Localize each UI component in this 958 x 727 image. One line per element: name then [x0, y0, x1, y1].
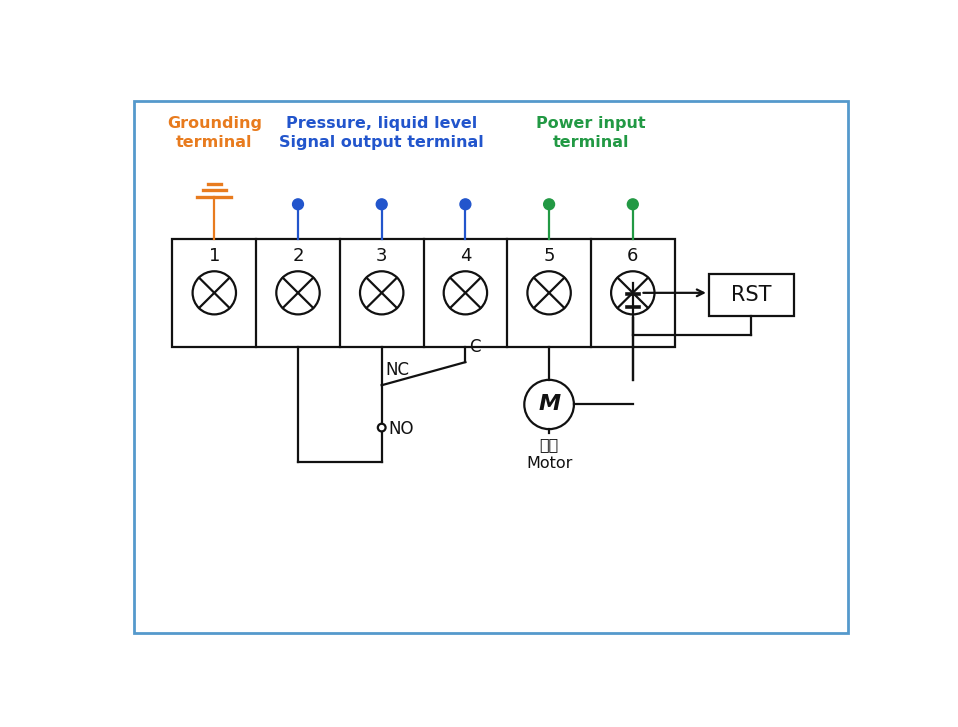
Text: NO: NO: [388, 420, 414, 438]
Text: 1: 1: [209, 246, 220, 265]
Text: Power input: Power input: [536, 116, 646, 131]
Text: M: M: [538, 395, 560, 414]
Circle shape: [376, 199, 387, 209]
Bar: [172, 239, 674, 347]
Text: 5: 5: [543, 246, 555, 265]
Circle shape: [377, 424, 385, 431]
Circle shape: [627, 199, 638, 209]
Text: 电机: 电机: [539, 437, 559, 451]
Text: Grounding: Grounding: [167, 116, 262, 131]
Circle shape: [611, 271, 654, 314]
Text: 4: 4: [460, 246, 471, 265]
Circle shape: [524, 379, 574, 429]
Text: Motor: Motor: [526, 456, 572, 471]
Text: Signal output terminal: Signal output terminal: [280, 135, 484, 150]
Text: NC: NC: [385, 361, 410, 379]
Text: 6: 6: [627, 246, 638, 265]
Circle shape: [360, 271, 403, 314]
Bar: [709, 273, 794, 316]
Circle shape: [444, 271, 487, 314]
Circle shape: [528, 271, 571, 314]
Circle shape: [460, 199, 470, 209]
Text: terminal: terminal: [553, 135, 629, 150]
Text: Pressure, liquid level: Pressure, liquid level: [286, 116, 477, 131]
Text: C: C: [469, 338, 481, 356]
Circle shape: [193, 271, 236, 314]
Circle shape: [276, 271, 320, 314]
Circle shape: [292, 199, 304, 209]
Text: 3: 3: [376, 246, 387, 265]
Text: RST: RST: [731, 285, 771, 305]
Circle shape: [544, 199, 555, 209]
Text: 2: 2: [292, 246, 304, 265]
Text: terminal: terminal: [176, 135, 253, 150]
